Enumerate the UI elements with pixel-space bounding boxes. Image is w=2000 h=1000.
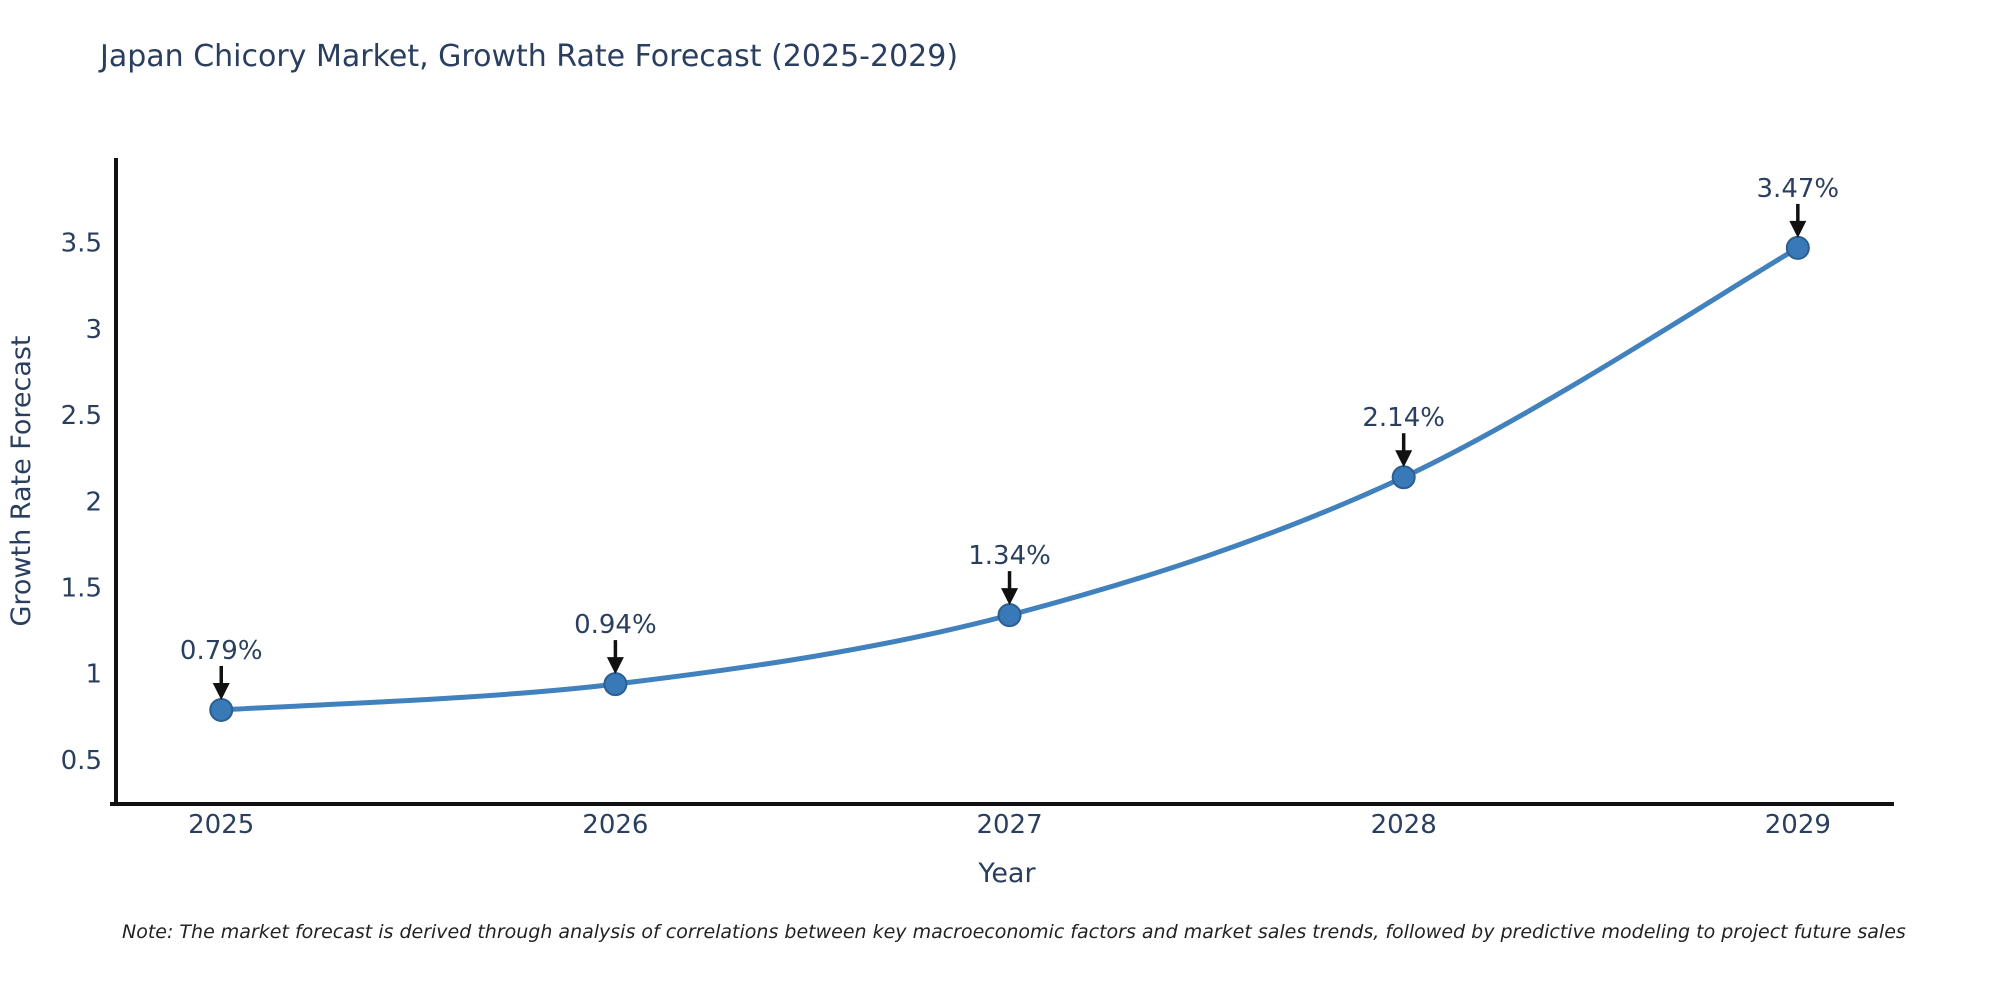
annotation-arrowhead-icon <box>212 682 230 700</box>
plot-area: 0.5 1 1.5 2 2.5 3 3.5 2025 2026 2027 2028 2029 0.79%… <box>61 158 1894 840</box>
y-tick-label: 1.5 <box>61 574 102 604</box>
x-tick-label: 2027 <box>976 810 1042 840</box>
y-tick-label: 2 <box>85 487 102 517</box>
data-point-marker[interactable] <box>1785 235 1810 260</box>
annotation-arrowhead-icon <box>1395 450 1413 468</box>
point-annotation-label: 1.34% <box>968 541 1051 571</box>
y-tick-label: 2.5 <box>61 401 102 431</box>
trend-line <box>218 245 1801 713</box>
x-axis-title: Year <box>977 858 1036 889</box>
data-point-marker[interactable] <box>209 697 234 722</box>
annotation-arrowhead-icon <box>606 657 624 675</box>
x-tick-label: 2025 <box>188 810 254 840</box>
y-tick-label: 3 <box>85 315 102 345</box>
annotation-arrowhead-icon <box>1789 220 1807 238</box>
point-annotation-label: 2.14% <box>1362 403 1445 433</box>
data-point-marker[interactable] <box>1391 465 1416 490</box>
chart-note: Note: The market forecast is derived thr… <box>122 921 1906 943</box>
point-annotation-label: 3.47% <box>1757 174 1840 204</box>
data-point-marker[interactable] <box>603 672 628 697</box>
y-tick-label: 0.5 <box>61 746 102 776</box>
y-tick-label: 3.5 <box>61 229 102 259</box>
point-annotation-label: 0.94% <box>574 610 657 640</box>
point-annotation-label: 0.79% <box>180 636 263 666</box>
y-tick-label: 1 <box>85 660 102 690</box>
annotation-arrowhead-icon <box>1001 588 1019 606</box>
x-tick-label: 2029 <box>1765 810 1831 840</box>
x-tick-label: 2026 <box>582 810 648 840</box>
chart-title: Japan Chicory Market, Growth Rate Foreca… <box>98 39 958 74</box>
data-point-marker[interactable] <box>997 603 1022 628</box>
x-tick-label: 2028 <box>1371 810 1437 840</box>
y-axis-title: Growth Rate Forecast <box>6 335 37 626</box>
